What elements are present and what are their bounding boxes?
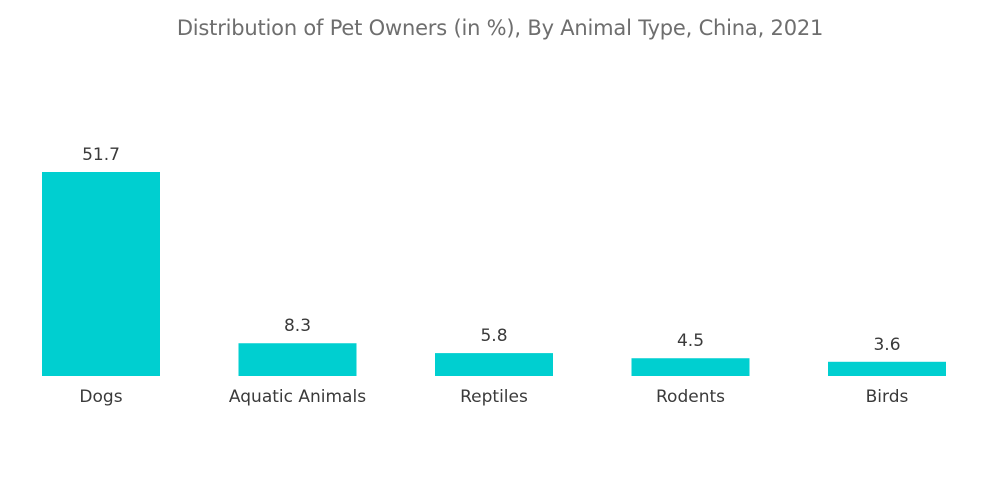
category-label-aquatic-animals: Aquatic Animals (229, 387, 366, 407)
category-label-dogs: Dogs (79, 387, 122, 407)
chart-title: Distribution of Pet Owners (in %), By An… (176, 16, 824, 40)
value-label-birds: 3.6 (873, 335, 900, 355)
value-label-reptiles: 5.8 (480, 326, 507, 346)
value-label-rodents: 4.5 (677, 331, 704, 351)
value-label-dogs: 51.7 (82, 145, 120, 165)
bar-rodents (631, 358, 750, 376)
value-label-aquatic-animals: 8.3 (284, 316, 311, 336)
bar-dogs (42, 172, 160, 376)
category-label-reptiles: Reptiles (460, 387, 528, 407)
bar-birds (828, 361, 946, 376)
category-label-birds: Birds (866, 387, 909, 407)
bar-aquatic-animals (238, 343, 357, 376)
bars-layer (42, 172, 946, 376)
bar-reptiles (435, 353, 553, 376)
category-label-rodents: Rodents (656, 387, 725, 407)
value-labels-layer: 51.7 8.3 5.8 4.5 3.6 (82, 145, 900, 355)
category-labels-layer: Dogs Aquatic Animals Reptiles Rodents Birds (79, 387, 908, 407)
